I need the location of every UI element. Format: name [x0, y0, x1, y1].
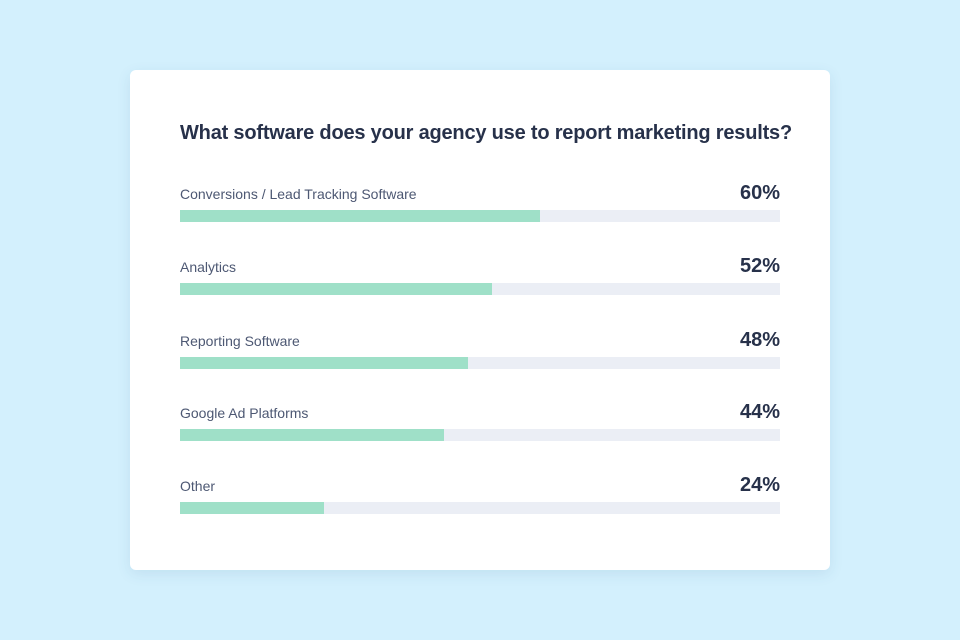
bar-value-label: 24% — [739, 474, 780, 496]
bar-row: Other 24% — [180, 474, 780, 514]
bar-row: Conversions / Lead Tracking Software 60% — [180, 182, 780, 222]
bar-value-label: 48% — [739, 329, 780, 351]
bar-track — [180, 283, 780, 295]
bar-label: Google Ad Platforms — [180, 405, 309, 421]
bar-label: Reporting Software — [180, 333, 300, 349]
bar-row: Google Ad Platforms 44% — [180, 401, 780, 441]
bar-value-label: 52% — [739, 255, 780, 277]
bar-row: Reporting Software 48% — [180, 329, 780, 369]
bar-fill — [180, 502, 324, 514]
bar-label: Conversions / Lead Tracking Software — [180, 186, 417, 202]
bar-chart: Conversions / Lead Tracking Software 60%… — [180, 182, 780, 514]
chart-title: What software does your agency use to re… — [180, 122, 792, 144]
bar-track — [180, 357, 780, 369]
survey-card: What software does your agency use to re… — [130, 70, 830, 570]
bar-fill — [180, 357, 468, 369]
bar-label: Analytics — [180, 259, 237, 275]
bar-row: Analytics 52% — [180, 255, 780, 295]
bar-track — [180, 210, 780, 222]
bar-fill — [180, 210, 540, 222]
bar-track — [180, 502, 780, 514]
bar-value-label: 44% — [739, 401, 780, 423]
bar-fill — [180, 283, 492, 295]
bar-value-label: 60% — [739, 182, 780, 204]
bar-track — [180, 429, 780, 441]
bar-fill — [180, 429, 444, 441]
bar-label: Other — [180, 478, 216, 494]
